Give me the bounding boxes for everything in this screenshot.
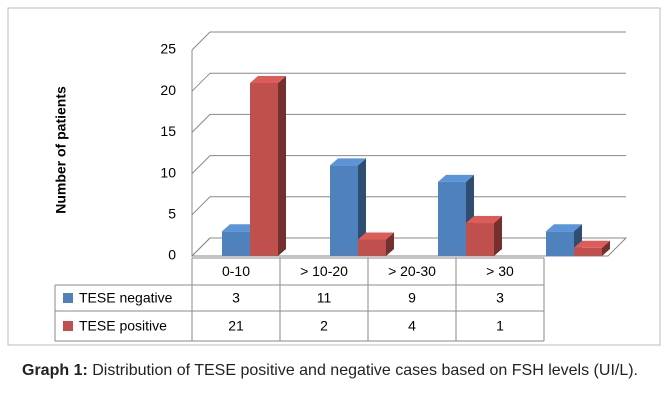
bar-top bbox=[358, 232, 394, 240]
caption-text: Distribution of TESE positive and negati… bbox=[92, 362, 638, 379]
bar-top bbox=[330, 158, 366, 166]
bar bbox=[222, 231, 250, 256]
legend-swatch bbox=[63, 321, 73, 331]
bar-side bbox=[494, 216, 502, 256]
bar-side bbox=[358, 158, 366, 256]
bar bbox=[466, 223, 494, 256]
bar bbox=[250, 82, 278, 257]
y-tick-label: 20 bbox=[160, 82, 176, 98]
bar bbox=[574, 247, 602, 256]
table-value: 1 bbox=[496, 318, 504, 334]
table-value: 21 bbox=[228, 318, 244, 334]
legend-swatch bbox=[63, 293, 73, 303]
x-tick-label: > 10-20 bbox=[300, 263, 348, 279]
table-value: 3 bbox=[232, 290, 240, 306]
x-tick-label: > 30 bbox=[486, 263, 514, 279]
bar-top bbox=[574, 240, 610, 248]
bar-side bbox=[278, 75, 286, 257]
table-value: 9 bbox=[408, 290, 416, 306]
y-tick-label: 0 bbox=[168, 247, 176, 263]
y-axis-label: Number of patients bbox=[53, 86, 69, 214]
y-tick-label: 10 bbox=[160, 164, 176, 180]
grid-line bbox=[191, 155, 626, 174]
bar-side bbox=[602, 240, 610, 256]
y-tick-label: 5 bbox=[168, 206, 176, 222]
caption-label: Graph 1: bbox=[22, 362, 88, 379]
table-value: 2 bbox=[320, 318, 328, 334]
bar-top bbox=[222, 224, 258, 232]
table-value: 3 bbox=[496, 290, 504, 306]
bar-side bbox=[386, 232, 394, 256]
table-value: 11 bbox=[317, 290, 332, 306]
grid-line bbox=[191, 196, 626, 216]
bar bbox=[330, 165, 358, 256]
x-tick-label: > 20-30 bbox=[388, 263, 436, 279]
grid-line bbox=[191, 113, 626, 133]
bar bbox=[438, 181, 466, 256]
bar-top bbox=[438, 174, 474, 182]
bar-top bbox=[250, 75, 286, 83]
bar bbox=[358, 239, 386, 256]
bar bbox=[546, 231, 574, 256]
caption: Graph 1: Distribution of TESE positive a… bbox=[22, 360, 652, 381]
bar-top bbox=[546, 224, 582, 232]
x-tick-label: 0-10 bbox=[222, 263, 250, 279]
table-value: 4 bbox=[408, 318, 416, 334]
legend-label: TESE positive bbox=[79, 318, 167, 334]
bar-top bbox=[466, 216, 502, 224]
grid-line bbox=[191, 31, 626, 51]
legend-label: TESE negative bbox=[79, 290, 173, 306]
y-tick-label: 25 bbox=[160, 41, 176, 57]
grid-line bbox=[191, 72, 626, 92]
y-tick-label: 15 bbox=[160, 123, 176, 139]
